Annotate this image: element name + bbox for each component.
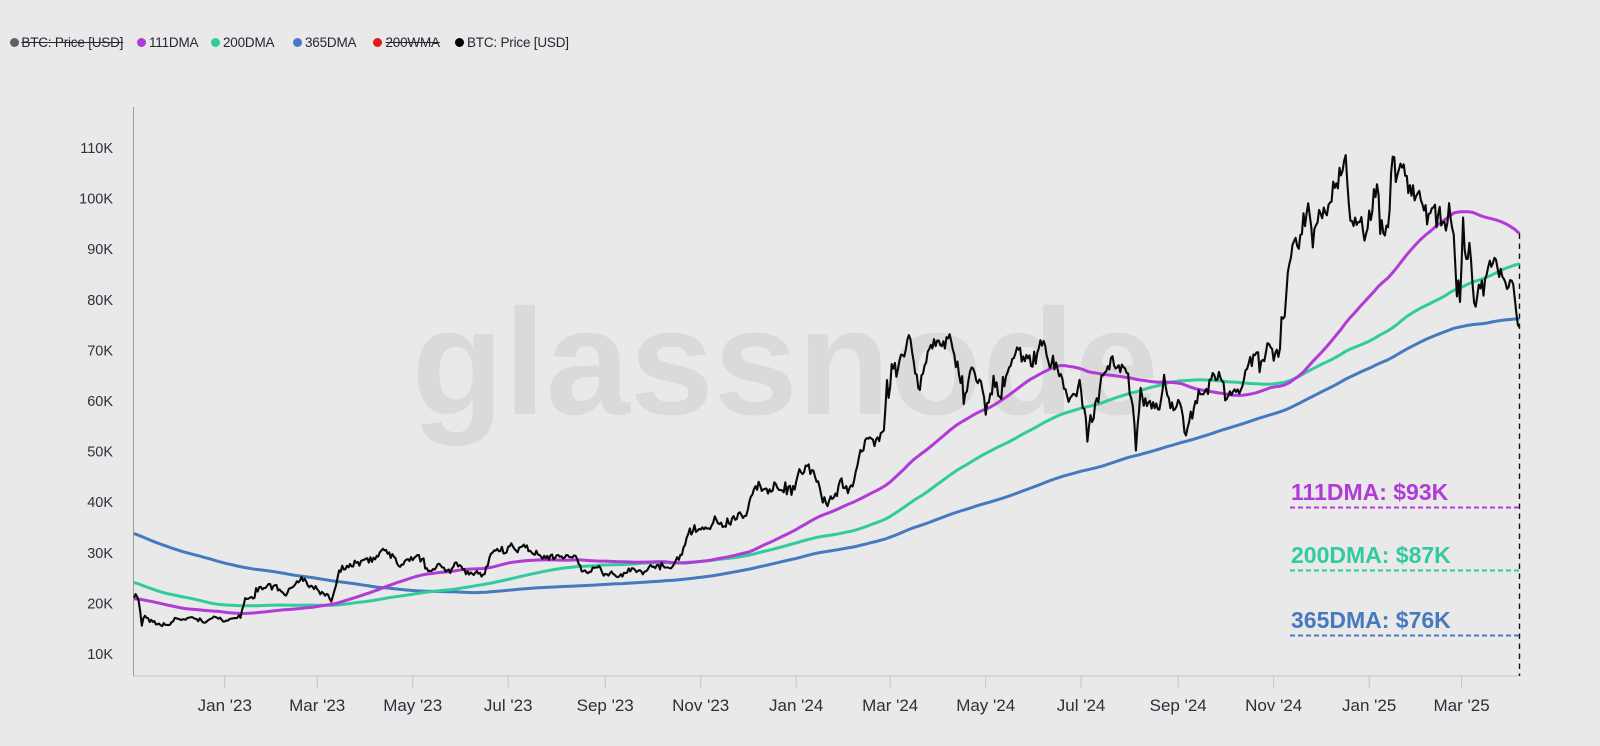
svg-text:Sep '24: Sep '24 <box>1150 696 1207 715</box>
svg-text:111DMA: $93K: 111DMA: $93K <box>1291 479 1449 505</box>
svg-text:200DMA: $87K: 200DMA: $87K <box>1291 542 1451 568</box>
svg-text:100K: 100K <box>79 192 113 208</box>
svg-text:80K: 80K <box>87 293 113 309</box>
svg-text:Jul '24: Jul '24 <box>1057 696 1106 715</box>
svg-text:90K: 90K <box>87 242 113 258</box>
svg-text:365DMA: $76K: 365DMA: $76K <box>1291 607 1451 633</box>
svg-text:Nov '24: Nov '24 <box>1245 696 1302 715</box>
svg-text:Mar '25: Mar '25 <box>1434 696 1490 715</box>
svg-text:Sep '23: Sep '23 <box>577 696 634 715</box>
svg-text:Jan '23: Jan '23 <box>198 696 252 715</box>
svg-text:10K: 10K <box>87 647 113 663</box>
svg-text:May '24: May '24 <box>956 696 1015 715</box>
svg-text:70K: 70K <box>87 343 113 359</box>
svg-text:Jul '23: Jul '23 <box>484 696 533 715</box>
svg-text:Mar '23: Mar '23 <box>289 696 345 715</box>
svg-text:May '23: May '23 <box>383 696 442 715</box>
svg-text:60K: 60K <box>87 394 113 410</box>
svg-text:Jan '24: Jan '24 <box>769 696 823 715</box>
svg-text:20K: 20K <box>87 596 113 612</box>
svg-text:Jan '25: Jan '25 <box>1342 696 1396 715</box>
svg-text:30K: 30K <box>87 546 113 562</box>
svg-text:110K: 110K <box>80 141 113 157</box>
svg-text:Nov '23: Nov '23 <box>672 696 729 715</box>
svg-text:Mar '24: Mar '24 <box>862 696 918 715</box>
svg-text:40K: 40K <box>87 495 113 511</box>
svg-text:50K: 50K <box>87 445 113 461</box>
